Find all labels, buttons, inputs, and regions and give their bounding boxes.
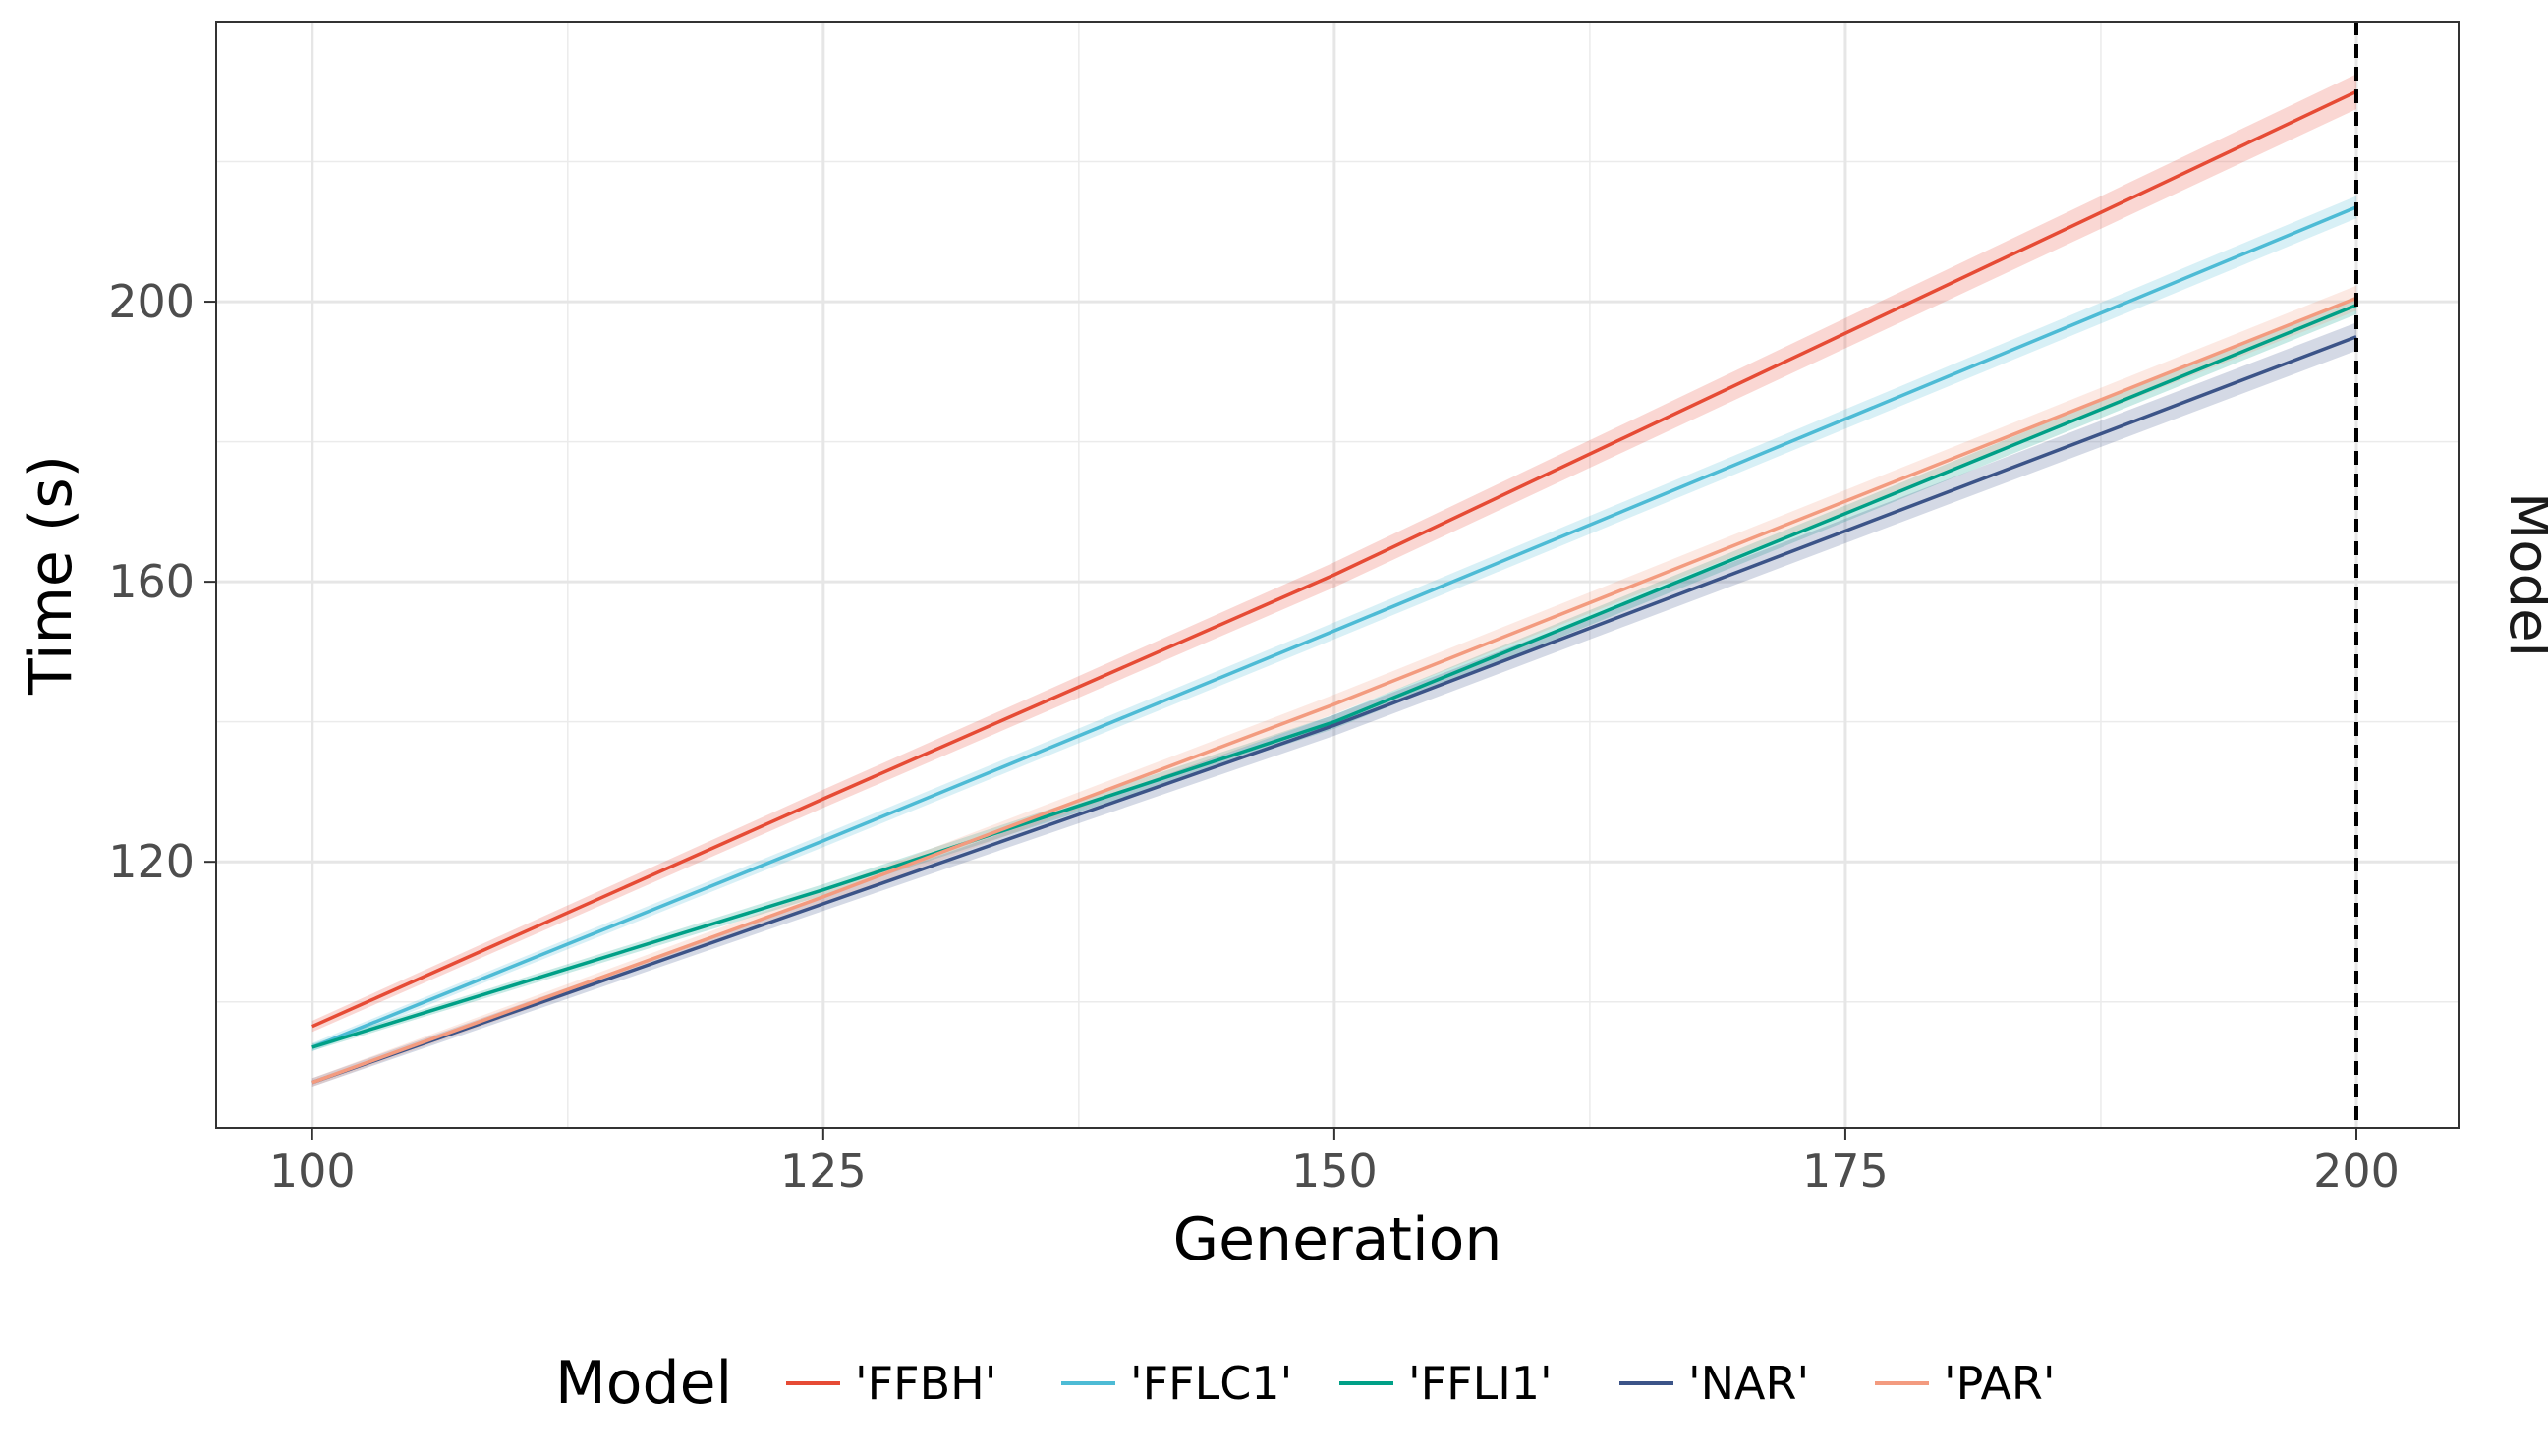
facet-strip-label: Model xyxy=(2497,492,2548,657)
band-ffbh xyxy=(311,74,2356,1033)
series-line-par xyxy=(311,296,2357,1085)
legend-label-fflc1: 'FFLC1' xyxy=(1130,1357,1292,1410)
legend: Model 'FFBH' 'FFLC1' 'FFLI1' 'NAR' 'PAR' xyxy=(555,1349,2056,1418)
legend-label-ffbh: 'FFBH' xyxy=(855,1357,996,1410)
x-tick-label: 125 xyxy=(780,1145,867,1198)
series-line-fflc1 xyxy=(311,205,2357,1049)
x-tick-label: 150 xyxy=(1291,1145,1378,1198)
series-line-ffbh xyxy=(311,89,2357,1029)
panel-border xyxy=(215,21,2460,1129)
series-line-nar xyxy=(311,335,2357,1085)
legend-label-ffli1: 'FFLI1' xyxy=(1408,1357,1553,1410)
y-axis-ticks: 120 160 200 xyxy=(108,275,216,888)
x-tick-label: 100 xyxy=(269,1145,356,1198)
x-axis-title: Generation xyxy=(1173,1205,1502,1274)
y-tick-label: 120 xyxy=(108,835,195,888)
y-tick-label: 200 xyxy=(108,275,195,328)
x-tick-label: 175 xyxy=(1802,1145,1889,1198)
band-fflc1 xyxy=(311,196,2356,1052)
y-axis-title: Time (s) xyxy=(17,455,85,696)
x-axis-ticks: 100 125 150 175 200 xyxy=(269,1128,2400,1198)
legend-title: Model xyxy=(555,1349,732,1418)
legend-label-par: 'PAR' xyxy=(1944,1357,2056,1410)
y-tick-label: 160 xyxy=(108,555,195,608)
legend-label-nar: 'NAR' xyxy=(1688,1357,1809,1410)
series-line-ffli1 xyxy=(311,303,2357,1049)
x-tick-label: 200 xyxy=(2313,1145,2400,1198)
series-lines xyxy=(311,89,2357,1085)
